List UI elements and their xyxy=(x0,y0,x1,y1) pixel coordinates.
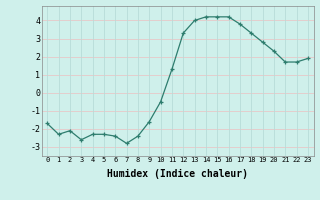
X-axis label: Humidex (Indice chaleur): Humidex (Indice chaleur) xyxy=(107,169,248,179)
